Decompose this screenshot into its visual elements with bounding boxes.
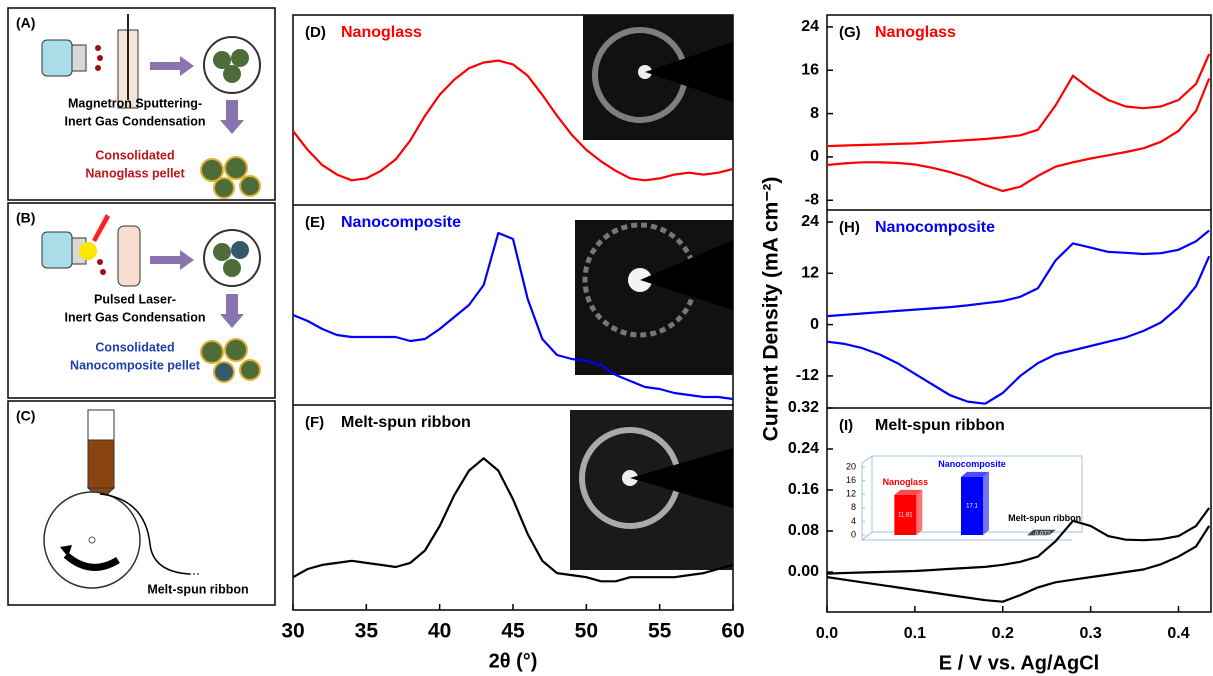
panel-title: Melt-spun ribbon bbox=[341, 414, 471, 431]
process-label: Inert Gas Condensation bbox=[65, 114, 206, 128]
value-label: 17.1 bbox=[966, 504, 978, 510]
cv-frame bbox=[826, 14, 1212, 613]
y-tick-label: 12 bbox=[801, 265, 819, 282]
process-label: Pulsed Laser- bbox=[94, 292, 176, 306]
x-axis-label: E / V vs. Ag/AgCl bbox=[939, 652, 1099, 674]
y-tick-label: 4 bbox=[851, 516, 856, 526]
y-tick-label: 16 bbox=[801, 61, 819, 78]
x-tick-label: 0.1 bbox=[904, 625, 926, 642]
x-tick-label: 0.2 bbox=[992, 625, 1014, 642]
curve bbox=[826, 255, 1211, 405]
bar-inset-frame bbox=[861, 455, 1083, 541]
product-label: Nanoglass pellet bbox=[85, 166, 185, 180]
y-tick-label: 0 bbox=[810, 148, 819, 165]
category-label: Nanocomposite bbox=[938, 459, 1006, 469]
y-axis-label: Current Density (mA cm⁻²) bbox=[760, 177, 783, 442]
bar-side bbox=[1049, 529, 1056, 535]
y-tick-label: 8 bbox=[810, 105, 819, 122]
panel-title: Nanocomposite bbox=[875, 219, 995, 236]
y-tick-label: 0.16 bbox=[788, 481, 819, 498]
bar-side bbox=[916, 489, 923, 535]
bar bbox=[961, 476, 983, 535]
bar-top bbox=[1027, 529, 1056, 535]
panel-label: (H) bbox=[839, 219, 860, 236]
product-label: Melt-spun ribbon bbox=[147, 582, 248, 596]
panel-label: (D) bbox=[305, 24, 326, 41]
category-label: Melt-spun ribbon bbox=[1008, 513, 1081, 523]
panel-label: (F) bbox=[305, 414, 324, 431]
x-tick-label: 60 bbox=[721, 620, 744, 643]
product-label: Nanocomposite pellet bbox=[70, 358, 201, 372]
y-tick-label: 12 bbox=[846, 489, 856, 499]
process-label: Magnetron Sputtering- bbox=[68, 96, 202, 110]
panel-frame bbox=[7, 400, 276, 606]
bar-top bbox=[961, 471, 989, 477]
diffraction-inset bbox=[583, 15, 733, 140]
y-tick-label: 24 bbox=[801, 18, 819, 35]
y-tick-label: 0 bbox=[810, 316, 819, 333]
y-tick-label: 16 bbox=[846, 475, 856, 485]
curve bbox=[292, 231, 734, 401]
y-tick-label: 8 bbox=[851, 502, 856, 512]
x-axis-label: 2θ (°) bbox=[489, 650, 538, 672]
melt-spin-schematic bbox=[43, 409, 200, 589]
curve bbox=[292, 59, 734, 182]
x-tick-label: 40 bbox=[428, 620, 451, 643]
bar bbox=[1027, 534, 1050, 536]
process-label: Inert Gas Condensation bbox=[65, 310, 206, 324]
curve bbox=[826, 53, 1211, 148]
x-tick-label: 45 bbox=[501, 620, 525, 643]
panel-title: Nanoglass bbox=[341, 24, 422, 41]
y-tick-label: 0.08 bbox=[788, 522, 819, 539]
value-label: 11.81 bbox=[898, 513, 913, 519]
diffraction-inset bbox=[570, 410, 733, 570]
value-label: 0.072 bbox=[1035, 532, 1051, 538]
x-tick-label: 0.0 bbox=[816, 625, 838, 642]
y-tick-label: 0 bbox=[851, 529, 856, 539]
y-tick-label: 24 bbox=[801, 213, 819, 230]
y-tick-label: -8 bbox=[805, 191, 819, 208]
panel-frame bbox=[7, 202, 276, 399]
panel-label: (I) bbox=[839, 417, 853, 434]
x-tick-label: 35 bbox=[355, 620, 379, 643]
y-tick-label: 20 bbox=[846, 461, 856, 471]
y-tick-label: 0.00 bbox=[788, 563, 819, 580]
bar-top bbox=[894, 489, 923, 495]
curve bbox=[826, 77, 1211, 193]
product-label: Consolidated bbox=[95, 148, 174, 162]
panel-label: (A) bbox=[16, 15, 35, 31]
x-tick-label: 50 bbox=[575, 620, 598, 643]
panel-frame bbox=[7, 7, 276, 201]
x-tick-label: 0.4 bbox=[1167, 625, 1189, 642]
x-tick-label: 0.3 bbox=[1079, 625, 1101, 642]
bar-side bbox=[983, 471, 989, 535]
panel-title: Melt-spun ribbon bbox=[875, 417, 1005, 434]
diffraction-inset bbox=[575, 220, 733, 375]
curve bbox=[826, 507, 1211, 575]
y-tick-label: -12 bbox=[796, 367, 819, 384]
curve bbox=[826, 525, 1211, 603]
y-tick-label: 0.32 bbox=[788, 399, 819, 416]
x-tick-label: 55 bbox=[648, 620, 672, 643]
panel-label: (E) bbox=[305, 214, 325, 231]
sputter-schematic bbox=[41, 14, 261, 199]
category-label: Nanoglass bbox=[883, 477, 929, 487]
panel-label: (B) bbox=[16, 210, 35, 226]
y-tick-label: 0.24 bbox=[788, 440, 819, 457]
x-tick-label: 30 bbox=[281, 620, 304, 643]
panel-label: (C) bbox=[16, 408, 35, 424]
panel-title: Nanocomposite bbox=[341, 214, 461, 231]
curve bbox=[826, 229, 1210, 318]
panel-label: (G) bbox=[839, 24, 861, 41]
laser-schematic bbox=[41, 214, 261, 383]
bar bbox=[894, 494, 917, 535]
panel-title: Nanoglass bbox=[875, 24, 956, 41]
curve bbox=[292, 457, 734, 583]
product-label: Consolidated bbox=[95, 340, 174, 354]
